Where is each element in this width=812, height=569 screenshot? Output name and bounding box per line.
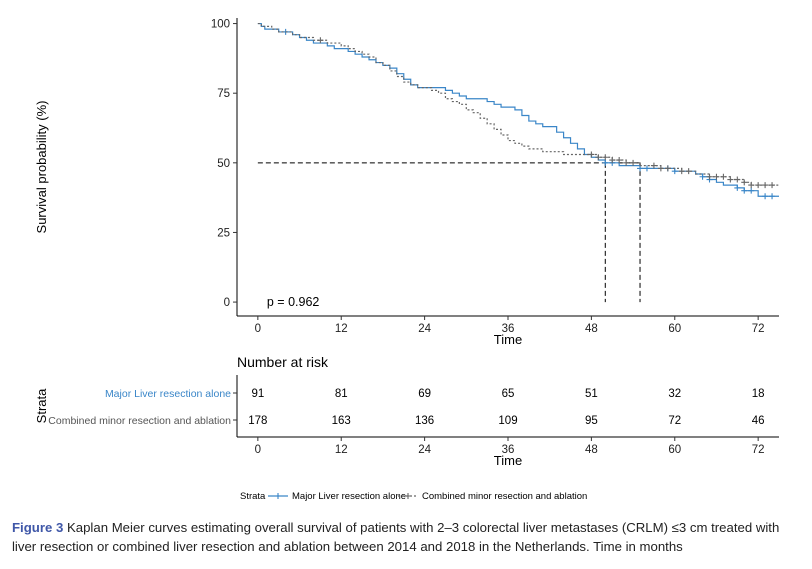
legend-key-censor [275, 493, 281, 499]
censor-mark [685, 168, 692, 175]
risk-count: 95 [585, 415, 598, 427]
risk-count: 178 [248, 415, 267, 427]
risk-x-tick-label: 24 [418, 444, 431, 456]
x-tick-label: 60 [668, 323, 681, 335]
y-tick-label: 50 [217, 158, 230, 170]
censor-mark [762, 182, 769, 189]
risk-count: 81 [335, 388, 348, 400]
censor-mark [616, 157, 623, 164]
censor-mark [734, 184, 741, 191]
censor-mark [664, 165, 671, 172]
x-tick-label: 0 [255, 323, 261, 335]
legend-key-censor [405, 493, 411, 499]
censor-mark [720, 173, 727, 180]
x-tick-label: 48 [585, 323, 598, 335]
risk-count: 72 [668, 415, 681, 427]
caption-label: Figure 3 [12, 520, 64, 535]
risk-count: 91 [251, 388, 264, 400]
censor-mark [643, 165, 650, 172]
y-axis-title: Survival probability (%) [34, 101, 49, 234]
censor-mark [671, 168, 678, 175]
censor-mark [769, 182, 776, 189]
risk-x-axis-title: Time [494, 453, 522, 468]
y-tick-label: 25 [217, 227, 230, 239]
censor-mark [755, 182, 762, 189]
censor-mark [678, 168, 685, 175]
risk-count: 51 [585, 388, 598, 400]
censor-mark [748, 182, 755, 189]
risk-count: 46 [752, 415, 765, 427]
x-tick-label: 72 [752, 323, 765, 335]
risk-table-title: Number at risk [237, 354, 329, 370]
figure-caption: Figure 3 Kaplan Meier curves estimating … [12, 518, 798, 556]
risk-count: 18 [752, 388, 765, 400]
censor-mark [748, 187, 755, 194]
risk-count: 163 [332, 415, 351, 427]
p-value-annotation: p = 0.962 [267, 295, 320, 309]
censor-mark [734, 176, 741, 183]
risk-count: 136 [415, 415, 434, 427]
censor-mark [713, 173, 720, 180]
censor-mark [602, 154, 609, 161]
risk-count: 109 [498, 415, 517, 427]
censor-mark [623, 159, 630, 166]
legend-title: Strata [240, 491, 266, 502]
legend-label: Combined minor resection and ablation [422, 491, 587, 502]
risk-x-tick-label: 0 [255, 444, 261, 456]
censor-mark [650, 162, 657, 169]
risk-row-label: Combined minor resection and ablation [48, 415, 231, 427]
censor-mark [706, 173, 713, 180]
risk-x-tick-label: 72 [752, 444, 765, 456]
censor-mark [609, 157, 616, 164]
risk-strata-title: Strata [34, 388, 49, 423]
censor-mark [588, 151, 595, 158]
censor-mark [595, 154, 602, 161]
risk-x-tick-label: 36 [502, 444, 515, 456]
censor-mark [699, 173, 706, 180]
y-tick-label: 0 [224, 297, 230, 309]
censor-mark [769, 193, 776, 200]
legend-label: Major Liver resection alone [292, 491, 406, 502]
risk-count: 69 [418, 388, 431, 400]
censor-mark [741, 187, 748, 194]
risk-x-tick-label: 48 [585, 444, 598, 456]
censor-mark [657, 165, 664, 172]
survival-curve-2 [257, 22, 779, 186]
risk-x-tick-label: 60 [668, 444, 681, 456]
censor-mark [637, 165, 644, 172]
x-tick-label: 36 [502, 323, 515, 335]
caption-text: Kaplan Meier curves estimating overall s… [12, 520, 780, 554]
x-tick-label: 24 [418, 323, 431, 335]
y-tick-label: 75 [217, 88, 230, 100]
x-tick-label: 12 [335, 323, 348, 335]
censor-mark [727, 176, 734, 183]
censor-mark [741, 179, 748, 186]
censor-mark [602, 159, 609, 166]
risk-count: 32 [668, 388, 681, 400]
y-tick-label: 100 [211, 19, 230, 31]
censor-mark [317, 37, 324, 44]
x-axis-title: Time [494, 332, 522, 347]
censor-mark [762, 193, 769, 200]
risk-row-label: Major Liver resection alone [105, 388, 231, 400]
survival-curve-1 [257, 22, 779, 197]
risk-count: 65 [502, 388, 515, 400]
censor-mark [630, 159, 637, 166]
risk-x-tick-label: 12 [335, 444, 348, 456]
